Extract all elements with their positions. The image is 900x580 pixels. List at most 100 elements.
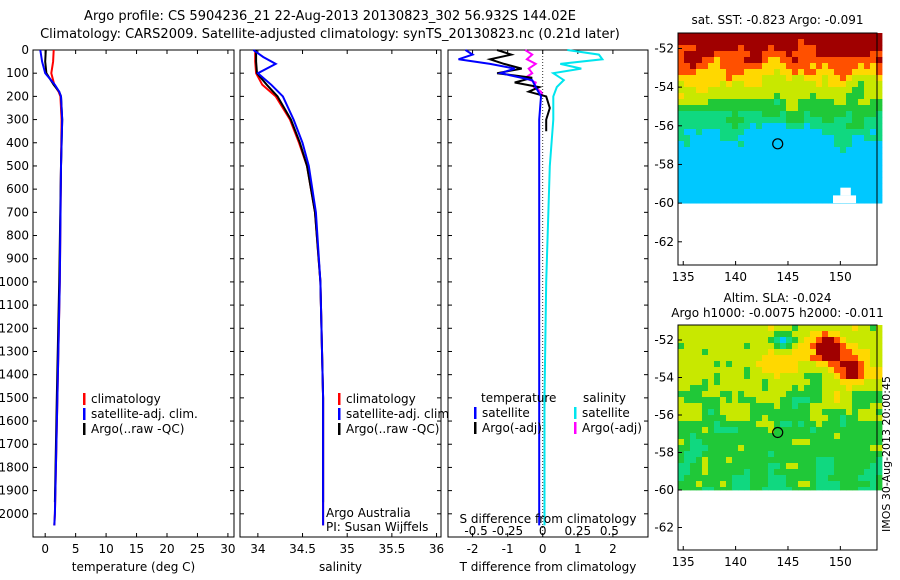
map-cell xyxy=(756,397,763,404)
map-cell xyxy=(780,69,787,76)
map-cell xyxy=(852,421,859,428)
map-cell xyxy=(756,487,763,491)
map-cell xyxy=(696,391,703,398)
map-cell xyxy=(714,141,721,148)
map-cell xyxy=(798,445,805,452)
y-tick-label: 500 xyxy=(6,159,29,173)
y-tick-label: 1100 xyxy=(0,298,29,312)
map-cell xyxy=(870,457,877,464)
map-x-tick-label: 145 xyxy=(777,555,800,569)
map-cell xyxy=(798,93,805,100)
map-cell xyxy=(804,325,811,332)
legend-satellite-clim-line-swatch xyxy=(83,408,86,420)
map-cell xyxy=(786,361,793,368)
map-cell xyxy=(864,409,871,416)
map-cell xyxy=(720,159,727,166)
map-cell xyxy=(726,117,733,124)
map-cell xyxy=(876,373,883,380)
map-cell xyxy=(876,69,883,76)
map-cell xyxy=(810,153,817,160)
map-cell xyxy=(732,177,739,184)
map-cell xyxy=(792,39,799,46)
map-cell xyxy=(828,385,835,392)
map-cell xyxy=(870,99,877,106)
map-cell xyxy=(852,331,859,338)
map-cell xyxy=(714,57,721,64)
map-cell xyxy=(744,373,751,380)
map-cell xyxy=(702,135,709,142)
map-cell xyxy=(690,367,697,374)
map-cell xyxy=(858,153,865,160)
map-cell xyxy=(720,415,727,422)
map-cell xyxy=(714,427,721,434)
map-cell xyxy=(834,421,841,428)
map-cell xyxy=(840,141,847,148)
map-cell xyxy=(798,475,805,482)
map-cell xyxy=(702,81,709,88)
map-cell xyxy=(810,111,817,118)
map-cell xyxy=(744,189,751,196)
map-cell xyxy=(732,147,739,154)
map-cell xyxy=(780,421,787,428)
map-cell xyxy=(786,195,793,202)
map-cell xyxy=(690,349,697,356)
map-cell xyxy=(870,147,877,154)
map-cell xyxy=(828,195,835,202)
map-cell xyxy=(756,117,763,124)
map-cell xyxy=(732,87,739,94)
map-cell xyxy=(768,427,775,434)
map-cell xyxy=(858,451,865,458)
map-cell xyxy=(762,45,769,52)
map-cell xyxy=(696,421,703,428)
map-cell xyxy=(864,391,871,398)
map-cell xyxy=(690,135,697,142)
map-cell xyxy=(792,379,799,386)
map-cell xyxy=(696,409,703,416)
map-cell xyxy=(750,87,757,94)
map-cell xyxy=(702,87,709,94)
map-cell xyxy=(702,99,709,106)
map-cell xyxy=(876,355,883,362)
map-cell xyxy=(834,343,841,350)
map-cell xyxy=(732,379,739,386)
map-cell xyxy=(690,331,697,338)
map-cell xyxy=(732,433,739,440)
map-cell xyxy=(732,99,739,106)
map-cell xyxy=(864,123,871,130)
map-cell xyxy=(696,403,703,410)
map-cell xyxy=(852,385,859,392)
map-cell xyxy=(828,141,835,148)
map-cell xyxy=(852,153,859,160)
map-cell xyxy=(756,355,763,362)
map-cell xyxy=(690,153,697,160)
map-cell xyxy=(786,75,793,82)
map-cell xyxy=(720,189,727,196)
map-cell xyxy=(834,481,841,488)
map-cell xyxy=(696,183,703,190)
map-cell xyxy=(840,57,847,64)
map-cell xyxy=(798,87,805,94)
map-cell xyxy=(732,421,739,428)
map-cell xyxy=(816,457,823,464)
map-cell xyxy=(828,439,835,446)
map-cell xyxy=(792,159,799,166)
map-cell xyxy=(756,183,763,190)
map-cell xyxy=(714,331,721,338)
map-cell xyxy=(750,39,757,46)
map-cell xyxy=(876,129,883,136)
map-cell xyxy=(738,379,745,386)
map-cell xyxy=(786,165,793,172)
map-cell xyxy=(840,457,847,464)
map-cell xyxy=(822,355,829,362)
map-cell xyxy=(822,33,829,40)
map-cell xyxy=(744,171,751,178)
map-cell xyxy=(738,445,745,452)
map-cell xyxy=(744,403,751,410)
map-cell xyxy=(678,475,685,482)
map-cell xyxy=(774,361,781,368)
map-cell xyxy=(876,183,883,190)
map-cell xyxy=(690,421,697,428)
map-cell xyxy=(690,337,697,344)
map-cell xyxy=(846,141,853,148)
map-cell xyxy=(834,147,841,154)
